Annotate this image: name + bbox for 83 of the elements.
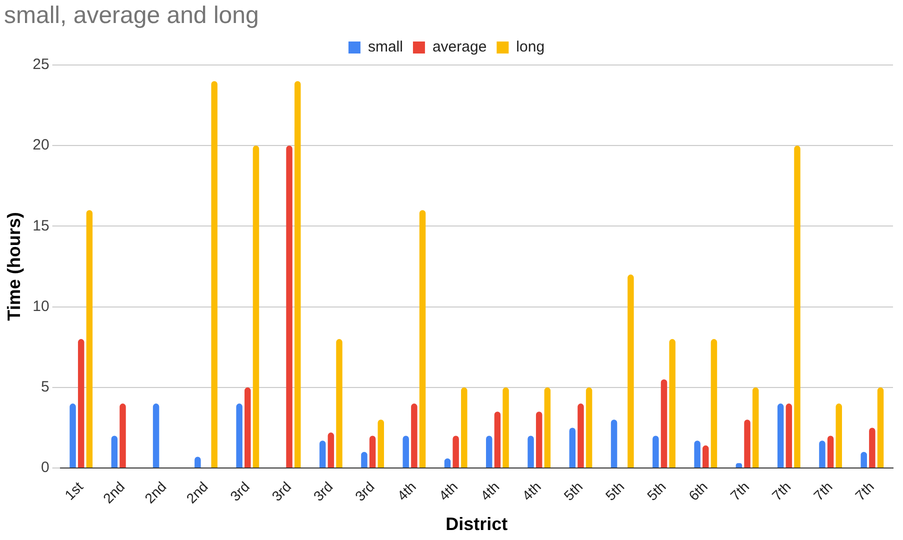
y-tick-label: 15 [32, 217, 50, 234]
bar [361, 452, 368, 468]
x-tick-label: 5th [602, 478, 628, 504]
y-axis-title: Time (hours) [4, 212, 24, 321]
legend-label: small [368, 38, 403, 56]
bar [628, 274, 634, 468]
bar [236, 404, 242, 468]
x-axis-title: District [446, 514, 508, 534]
bar [869, 428, 876, 468]
bar [502, 387, 509, 468]
bar [486, 436, 492, 468]
bar [402, 436, 409, 468]
bar [694, 440, 700, 468]
bar [211, 81, 218, 468]
bar [111, 436, 118, 468]
bar [819, 440, 826, 468]
x-tick-label: 3rd [352, 478, 378, 504]
x-tick-label: 4th [436, 478, 461, 504]
bar [586, 387, 592, 468]
x-tick-label: 1st [61, 478, 86, 504]
bar [827, 436, 834, 468]
legend-label: average [432, 38, 487, 56]
bar [744, 420, 750, 468]
bar [610, 420, 618, 468]
x-tick-label: 2nd [183, 478, 211, 506]
bar [569, 428, 576, 468]
y-tick-label: 5 [40, 378, 50, 396]
bar [860, 452, 867, 468]
bar [78, 339, 84, 468]
bar [419, 210, 426, 468]
x-tick-label: 7th [852, 478, 878, 504]
bar [452, 436, 459, 468]
x-tick-label: 4th [394, 478, 420, 504]
bar [528, 436, 534, 468]
bar [86, 210, 93, 468]
legend-label: long [516, 38, 545, 56]
bar [319, 440, 326, 468]
x-tick-label: 5th [644, 478, 669, 504]
bar [536, 412, 542, 468]
x-tick-label: 7th [810, 478, 836, 504]
bar [328, 432, 334, 468]
x-tick-label: 6th [685, 478, 710, 504]
bar [578, 404, 584, 468]
y-tick-label: 25 [32, 56, 50, 74]
bar [244, 387, 251, 468]
bar [152, 404, 160, 468]
chart-title: small, average and long [4, 2, 259, 30]
bar [794, 146, 800, 468]
bar [411, 404, 418, 468]
bar [252, 146, 260, 468]
x-tick-label: 2nd [100, 478, 128, 506]
bar [544, 387, 551, 468]
bar [752, 387, 759, 468]
x-tick-label: 3rd [310, 478, 336, 504]
bar [336, 339, 342, 468]
bar [786, 404, 792, 468]
bar [461, 387, 468, 468]
bar [877, 387, 884, 468]
x-tick-label: 2nd [141, 478, 170, 506]
bar [652, 436, 659, 468]
bar [294, 81, 301, 468]
x-tick-label: 4th [518, 478, 544, 504]
bar [120, 404, 126, 468]
bar [660, 379, 668, 468]
x-tick-label: 7th [768, 478, 794, 504]
bar [702, 445, 709, 468]
x-tick-label: 7th [727, 478, 752, 504]
x-tick-label: 3rd [268, 478, 294, 504]
bar [777, 404, 784, 468]
bar [710, 339, 718, 468]
x-tick-label: 5th [560, 478, 586, 504]
bar [669, 339, 676, 468]
y-tick-label: 10 [32, 298, 50, 315]
y-tick-label: 20 [32, 136, 50, 154]
bar [836, 404, 842, 468]
x-tick-label: 3rd [226, 478, 252, 504]
y-tick-label: 0 [40, 459, 50, 476]
bar [369, 436, 376, 468]
bar [378, 420, 384, 468]
bar [286, 146, 292, 468]
bar [70, 404, 76, 468]
x-tick-label: 4th [477, 478, 502, 504]
bar [494, 412, 501, 468]
